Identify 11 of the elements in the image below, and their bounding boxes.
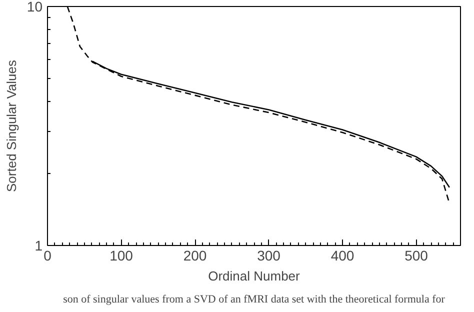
x-tick-label: 100 bbox=[110, 248, 134, 264]
x-tick-label: 500 bbox=[404, 248, 428, 264]
x-axis-title: Ordinal Number bbox=[208, 268, 301, 284]
y-tick-label: 1 bbox=[34, 238, 43, 254]
x-tick-label: 0 bbox=[44, 248, 52, 264]
y-axis-title: Sorted Singular Values bbox=[4, 59, 19, 192]
x-tick-label: 200 bbox=[183, 248, 207, 264]
text: son of singular values from a SVD of an fMRI data set with the theoretical formula for bbox=[63, 294, 446, 306]
y-tick-label: 10 bbox=[26, 0, 43, 14]
x-tick-label: 400 bbox=[330, 248, 354, 264]
x-tick-label: 300 bbox=[257, 248, 281, 264]
